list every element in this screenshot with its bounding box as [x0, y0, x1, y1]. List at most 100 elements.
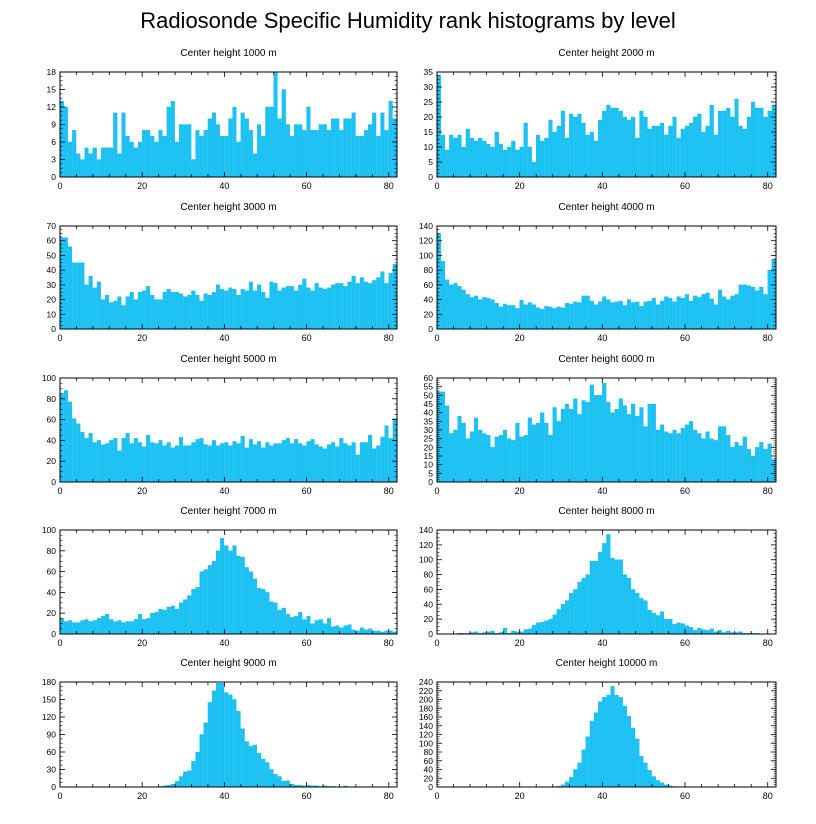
bar — [469, 137, 474, 178]
bar — [220, 289, 225, 330]
bar — [515, 149, 520, 178]
bar — [265, 442, 270, 483]
bar — [339, 283, 344, 330]
bar — [310, 130, 315, 178]
bar — [191, 290, 196, 330]
x-tick-label: 80 — [384, 791, 394, 801]
bar — [684, 424, 689, 483]
bar — [560, 110, 565, 178]
bar — [655, 429, 660, 483]
bar — [351, 112, 356, 178]
bar — [722, 426, 727, 483]
bar — [734, 441, 739, 483]
bar — [137, 442, 142, 483]
bar — [277, 776, 282, 788]
bar — [651, 776, 656, 788]
bar — [602, 383, 607, 483]
bar — [191, 442, 196, 483]
bar — [453, 137, 458, 178]
bar — [726, 299, 731, 330]
bar — [684, 125, 689, 178]
bar — [751, 101, 756, 178]
y-tick-label: 100 — [419, 738, 433, 748]
bar — [343, 443, 348, 483]
bar — [133, 299, 138, 330]
bar — [631, 589, 636, 635]
bar — [331, 284, 336, 330]
bar — [248, 571, 253, 635]
bar — [569, 113, 574, 178]
bar — [129, 621, 134, 635]
bar — [125, 136, 130, 178]
bar — [540, 308, 545, 330]
bar — [216, 124, 221, 178]
bar — [531, 304, 536, 330]
x-tick-label: 20 — [137, 181, 147, 191]
x-tick-label: 0 — [434, 638, 439, 648]
bar — [281, 89, 286, 178]
bar — [68, 141, 73, 178]
bar — [351, 275, 356, 330]
bar — [676, 433, 681, 483]
bar — [322, 124, 327, 178]
bar — [277, 609, 282, 635]
bar — [717, 630, 723, 635]
bar — [343, 625, 348, 635]
bar — [631, 116, 636, 178]
bar — [63, 237, 68, 330]
bar — [380, 271, 385, 330]
bar — [701, 294, 706, 330]
bar — [589, 561, 594, 635]
bar — [63, 621, 68, 635]
bar — [569, 409, 574, 483]
bar — [502, 627, 508, 635]
y-tick-label: 60 — [424, 280, 434, 290]
bar — [142, 130, 147, 178]
bar — [109, 619, 114, 635]
bar — [298, 284, 303, 330]
bar — [647, 300, 652, 330]
bar — [261, 136, 266, 178]
y-tick-label: 20 — [424, 442, 434, 452]
panel-title: Center height 6000 m — [558, 354, 654, 365]
bar — [494, 303, 499, 330]
y-tick-label: 20 — [424, 112, 434, 122]
bar — [121, 438, 126, 483]
bar — [146, 618, 151, 635]
bar — [643, 600, 648, 635]
bar — [294, 439, 299, 483]
bar — [376, 277, 381, 330]
bar — [158, 608, 163, 635]
bar — [253, 578, 258, 635]
bar — [76, 622, 81, 635]
bar — [236, 555, 241, 635]
bar — [771, 258, 776, 330]
bar — [717, 110, 723, 178]
bar — [195, 439, 200, 483]
bar — [105, 295, 110, 330]
bar — [556, 125, 561, 178]
bar — [643, 762, 648, 788]
bar — [326, 130, 331, 178]
bar — [507, 438, 512, 483]
bar — [540, 621, 545, 635]
bar — [668, 433, 673, 483]
bar — [602, 296, 607, 330]
y-tick-label: 15 — [47, 85, 57, 95]
bar — [668, 618, 673, 635]
bar — [228, 550, 233, 635]
bar — [281, 287, 286, 330]
bar — [72, 262, 77, 330]
bar — [335, 446, 340, 483]
bar — [294, 124, 299, 178]
y-tick-label: 140 — [419, 525, 433, 535]
bar — [664, 296, 669, 330]
bar — [453, 429, 458, 483]
bar — [318, 287, 323, 330]
bar — [158, 130, 163, 178]
bar — [519, 300, 524, 330]
bar — [742, 128, 747, 178]
bar — [693, 630, 698, 635]
bar — [166, 606, 171, 635]
bar — [622, 405, 627, 483]
